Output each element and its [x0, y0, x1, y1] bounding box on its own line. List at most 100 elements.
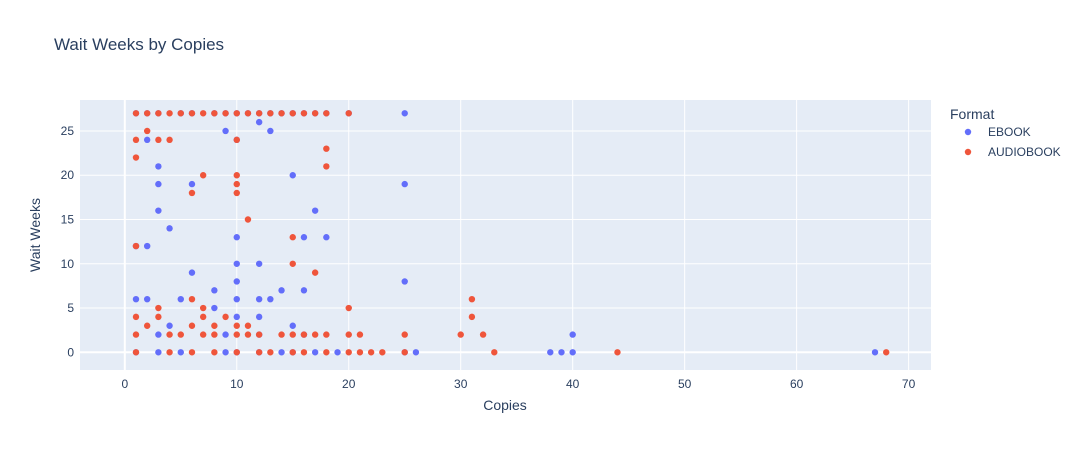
- point-ebook[interactable]: [143, 136, 151, 144]
- point-ebook[interactable]: [211, 304, 218, 312]
- point-audiobook[interactable]: [132, 349, 140, 356]
- point-audiobook[interactable]: [132, 331, 140, 338]
- point-audiobook[interactable]: [278, 331, 285, 338]
- point-ebook[interactable]: [155, 349, 162, 356]
- point-audiobook[interactable]: [199, 313, 207, 321]
- point-audiobook[interactable]: [199, 331, 207, 338]
- point-audiobook[interactable]: [345, 304, 352, 312]
- point-audiobook[interactable]: [188, 349, 196, 356]
- point-audiobook[interactable]: [311, 269, 319, 276]
- point-audiobook[interactable]: [166, 349, 173, 356]
- point-ebook[interactable]: [871, 349, 879, 356]
- point-audiobook[interactable]: [177, 110, 184, 117]
- point-ebook[interactable]: [233, 295, 240, 303]
- point-ebook[interactable]: [143, 242, 151, 250]
- point-audiobook[interactable]: [188, 110, 196, 117]
- point-audiobook[interactable]: [211, 331, 218, 338]
- point-audiobook[interactable]: [233, 331, 240, 338]
- point-audiobook[interactable]: [244, 110, 252, 117]
- point-audiobook[interactable]: [345, 110, 352, 117]
- point-ebook[interactable]: [222, 349, 229, 356]
- point-audiobook[interactable]: [233, 349, 240, 356]
- point-ebook[interactable]: [233, 278, 240, 285]
- point-audiobook[interactable]: [222, 313, 229, 321]
- point-audiobook[interactable]: [289, 331, 296, 338]
- point-audiobook[interactable]: [211, 110, 218, 117]
- point-audiobook[interactable]: [132, 136, 140, 144]
- point-ebook[interactable]: [222, 127, 229, 135]
- point-audiobook[interactable]: [143, 110, 151, 117]
- point-audiobook[interactable]: [323, 349, 330, 356]
- point-audiobook[interactable]: [255, 331, 263, 338]
- point-ebook[interactable]: [166, 225, 173, 232]
- point-ebook[interactable]: [166, 322, 173, 329]
- point-ebook[interactable]: [188, 269, 196, 276]
- point-ebook[interactable]: [155, 180, 162, 188]
- point-audiobook[interactable]: [255, 110, 263, 117]
- point-ebook[interactable]: [289, 172, 296, 179]
- point-ebook[interactable]: [255, 260, 263, 267]
- point-ebook[interactable]: [300, 287, 308, 294]
- point-audiobook[interactable]: [323, 163, 330, 170]
- point-audiobook[interactable]: [300, 110, 308, 117]
- point-ebook[interactable]: [311, 207, 319, 214]
- point-audiobook[interactable]: [166, 331, 173, 338]
- point-ebook[interactable]: [177, 349, 184, 356]
- point-audiobook[interactable]: [323, 331, 330, 338]
- point-audiobook[interactable]: [211, 322, 218, 329]
- point-audiobook[interactable]: [255, 349, 263, 356]
- point-audiobook[interactable]: [188, 322, 196, 329]
- point-ebook[interactable]: [255, 295, 263, 303]
- point-audiobook[interactable]: [132, 242, 140, 250]
- point-ebook[interactable]: [155, 331, 162, 338]
- legend-item-ebook[interactable]: EBOOK: [964, 125, 1031, 139]
- point-ebook[interactable]: [233, 234, 240, 241]
- point-ebook[interactable]: [278, 349, 285, 356]
- point-audiobook[interactable]: [188, 295, 196, 303]
- point-audiobook[interactable]: [345, 349, 352, 356]
- point-audiobook[interactable]: [233, 189, 240, 197]
- point-audiobook[interactable]: [132, 154, 140, 161]
- point-ebook[interactable]: [132, 295, 140, 303]
- point-ebook[interactable]: [323, 234, 330, 241]
- point-audiobook[interactable]: [233, 172, 240, 179]
- point-audiobook[interactable]: [323, 110, 330, 117]
- point-audiobook[interactable]: [479, 331, 487, 338]
- point-ebook[interactable]: [569, 331, 576, 338]
- point-audiobook[interactable]: [166, 110, 173, 117]
- point-audiobook[interactable]: [233, 322, 240, 329]
- point-audiobook[interactable]: [233, 136, 240, 144]
- point-ebook[interactable]: [569, 349, 576, 356]
- point-audiobook[interactable]: [356, 331, 364, 338]
- point-audiobook[interactable]: [155, 313, 162, 321]
- point-audiobook[interactable]: [132, 313, 140, 321]
- point-audiobook[interactable]: [289, 260, 296, 267]
- point-ebook[interactable]: [177, 295, 184, 303]
- point-audiobook[interactable]: [289, 349, 296, 356]
- point-audiobook[interactable]: [155, 304, 162, 312]
- point-ebook[interactable]: [143, 295, 151, 303]
- point-audiobook[interactable]: [401, 349, 408, 356]
- point-audiobook[interactable]: [401, 331, 408, 338]
- legend-item-audiobook[interactable]: AUDIOBOOK: [964, 145, 1061, 159]
- point-ebook[interactable]: [267, 295, 274, 303]
- point-ebook[interactable]: [188, 180, 196, 188]
- point-ebook[interactable]: [289, 322, 296, 329]
- point-audiobook[interactable]: [244, 216, 252, 223]
- point-audiobook[interactable]: [222, 110, 229, 117]
- point-audiobook[interactable]: [244, 331, 252, 338]
- point-ebook[interactable]: [300, 234, 308, 241]
- point-ebook[interactable]: [334, 349, 341, 356]
- point-ebook[interactable]: [255, 118, 263, 126]
- point-audiobook[interactable]: [267, 110, 274, 117]
- point-audiobook[interactable]: [278, 110, 285, 117]
- point-audiobook[interactable]: [132, 110, 140, 117]
- point-audiobook[interactable]: [199, 304, 207, 312]
- point-audiobook[interactable]: [614, 349, 621, 356]
- point-ebook[interactable]: [401, 278, 408, 285]
- point-audiobook[interactable]: [468, 313, 476, 321]
- point-audiobook[interactable]: [267, 349, 274, 356]
- point-audiobook[interactable]: [356, 349, 364, 356]
- point-ebook[interactable]: [401, 180, 408, 188]
- point-audiobook[interactable]: [155, 110, 162, 117]
